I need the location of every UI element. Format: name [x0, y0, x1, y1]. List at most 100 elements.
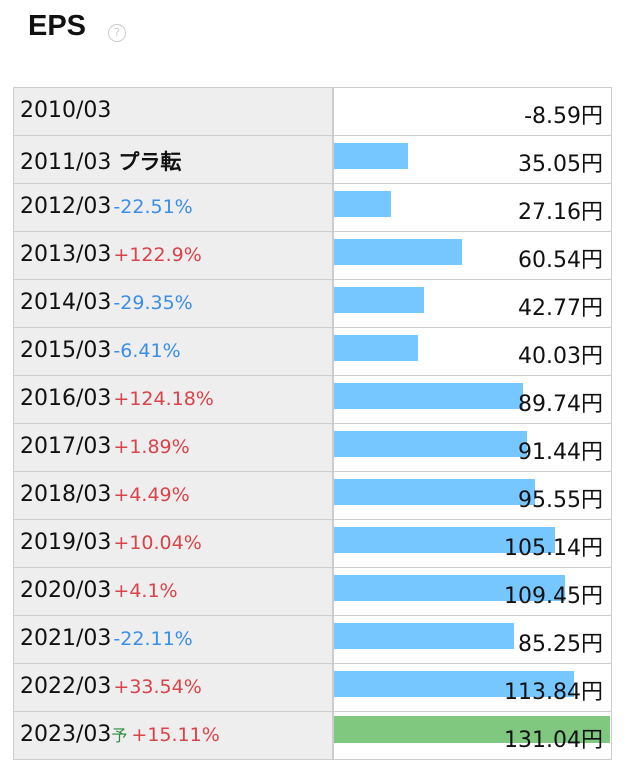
change: -29.35%	[113, 292, 193, 314]
period-text: 2022/03 +33.54%	[20, 674, 202, 699]
period: 2015/03	[20, 338, 112, 363]
eps-value: 91.44円	[518, 440, 603, 465]
eps-bar	[334, 287, 425, 313]
period-text: 2011/03 プラ転	[20, 146, 181, 176]
eps-bar	[334, 575, 565, 601]
change: -22.51%	[113, 196, 193, 218]
period-cell: 2019/03 +10.04%	[14, 520, 334, 567]
period: 2020/03	[20, 578, 112, 603]
change: +124.18%	[113, 388, 214, 410]
table-row: 2014/03 -29.35% 42.77円	[14, 280, 612, 328]
period-text: 2019/03 +10.04%	[20, 530, 202, 555]
forecast-mark: 予	[111, 726, 128, 745]
period-cell: 2014/03 -29.35%	[14, 280, 334, 327]
period: 2021/03	[20, 626, 112, 651]
period-cell: 2020/03 +4.1%	[14, 568, 334, 615]
eps-value: 35.05円	[518, 152, 603, 177]
eps-value: 27.16円	[518, 200, 603, 225]
period-text: 2014/03 -29.35%	[20, 290, 193, 315]
period-text: 2010/03	[20, 98, 111, 123]
period: 2013/03	[20, 242, 112, 267]
eps-bar	[334, 239, 462, 265]
period-cell: 2021/03 -22.11%	[14, 616, 334, 663]
change: +4.1%	[113, 580, 178, 602]
period-text: 2016/03 +124.18%	[20, 386, 214, 411]
period-text: 2017/03 +1.89%	[20, 434, 190, 459]
change: +33.54%	[113, 676, 202, 698]
period-text: 2013/03 +122.9%	[20, 242, 202, 267]
period-text: 2020/03 +4.1%	[20, 578, 178, 603]
period-cell: 2023/03予 +15.11%	[14, 712, 334, 759]
table-row: 2022/03 +33.54% 113.84円	[14, 664, 612, 712]
change: -22.11%	[113, 628, 193, 650]
eps-bar	[334, 191, 392, 217]
period-cell: 2016/03 +124.18%	[14, 376, 334, 423]
table-row: 2017/03 +1.89% 91.44円	[14, 424, 612, 472]
period: 2010/03	[20, 98, 112, 123]
eps-value: 40.03円	[518, 344, 603, 369]
table-row: 2013/03 +122.9% 60.54円	[14, 232, 612, 280]
eps-bar	[334, 335, 419, 361]
eps-bar	[334, 527, 556, 553]
period: 2019/03	[20, 530, 112, 555]
period-text: 2023/03予 +15.11%	[20, 722, 220, 747]
change: +122.9%	[113, 244, 202, 266]
eps-value: 85.25円	[518, 632, 603, 657]
change: +4.49%	[113, 484, 190, 506]
period: 2023/03	[20, 722, 112, 747]
table-row: 2010/03 -8.59円	[14, 88, 612, 136]
period: 2011/03	[20, 150, 112, 175]
eps-value: 131.04円	[504, 728, 603, 753]
table: 2010/03 -8.59円 2011/03 プラ転 35.05円 2012/03 -22…	[13, 87, 612, 760]
period-cell: 2011/03 プラ転	[14, 136, 334, 183]
tag: プラ転	[118, 150, 182, 174]
eps-value: 60.54円	[518, 248, 603, 273]
period: 2014/03	[20, 290, 112, 315]
eps-bar	[334, 479, 536, 505]
change: -6.41%	[113, 340, 181, 362]
period-cell: 2017/03 +1.89%	[14, 424, 334, 471]
eps-value: -8.59円	[524, 104, 603, 129]
help-icon[interactable]: ?	[108, 24, 126, 42]
eps-value: 42.77円	[518, 296, 603, 321]
table-row: 2015/03 -6.41% 40.03円	[14, 328, 612, 376]
period: 2017/03	[20, 434, 112, 459]
period-cell: 2015/03 -6.41%	[14, 328, 334, 375]
period-cell: 2018/03 +4.49%	[14, 472, 334, 519]
eps-bar	[334, 143, 408, 169]
period-cell: 2013/03 +122.9%	[14, 232, 334, 279]
change: +15.11%	[131, 724, 220, 746]
eps-bar	[334, 623, 514, 649]
change: +1.89%	[113, 436, 190, 458]
eps-value: 109.45円	[504, 584, 603, 609]
table-row: 2016/03 +124.18% 89.74円	[14, 376, 612, 424]
eps-value: 105.14円	[504, 536, 603, 561]
period: 2018/03	[20, 482, 112, 507]
change: +10.04%	[113, 532, 202, 554]
eps-value: 89.74円	[518, 392, 603, 417]
table-row: 2023/03予 +15.11% 131.04円	[14, 712, 612, 760]
eps-value: 95.55円	[518, 488, 603, 513]
table-row: 2012/03 -22.51% 27.16円	[14, 184, 612, 232]
period-cell: 2012/03 -22.51%	[14, 184, 334, 231]
eps-bar	[334, 671, 574, 697]
table-row: 2019/03 +10.04% 105.14円	[14, 520, 612, 568]
period: 2012/03	[20, 194, 112, 219]
period-text: 2018/03 +4.49%	[20, 482, 190, 507]
table-row: 2020/03 +4.1% 109.45円	[14, 568, 612, 616]
title: EPS	[28, 10, 87, 42]
table-row: 2011/03 プラ転 35.05円	[14, 136, 612, 184]
period-text: 2021/03 -22.11%	[20, 626, 193, 651]
period-cell: 2022/03 +33.54%	[14, 664, 334, 711]
period-cell: 2010/03	[14, 88, 334, 135]
eps-bar	[334, 716, 610, 743]
table-row: 2021/03 -22.11% 85.25円	[14, 616, 612, 664]
period-text: 2012/03 -22.51%	[20, 194, 193, 219]
period-text: 2015/03 -6.41%	[20, 338, 181, 363]
period: 2022/03	[20, 674, 112, 699]
eps-bar	[334, 383, 523, 409]
eps-value: 113.84円	[504, 680, 603, 705]
eps-bar	[334, 431, 527, 457]
table-row: 2018/03 +4.49% 95.55円	[14, 472, 612, 520]
